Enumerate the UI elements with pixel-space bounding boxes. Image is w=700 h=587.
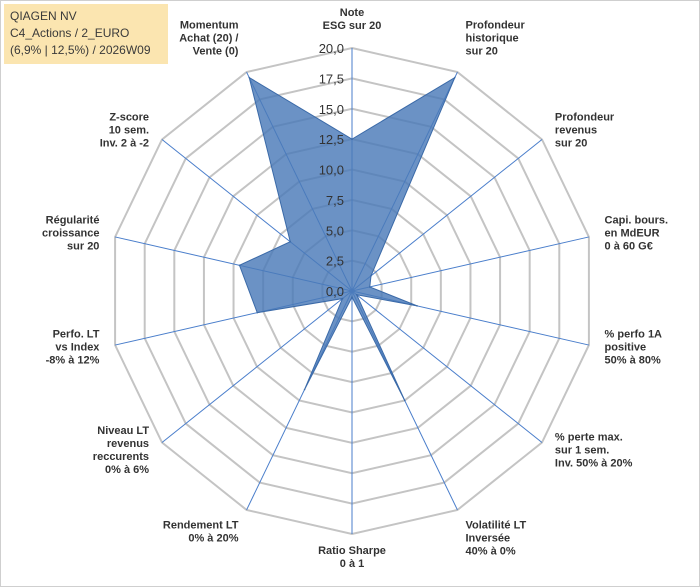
spoke-3 xyxy=(351,236,590,292)
data-point-13 xyxy=(248,76,251,79)
axis-label-10: Perfo. LT vs Index -8% à 12% xyxy=(46,329,101,367)
tick-label-4: 10,0 xyxy=(319,163,344,178)
axis-label-1: Profondeur historique sur 20 xyxy=(466,19,526,57)
data-point-2 xyxy=(370,275,372,277)
title-category: C4_Actions / 2_EURO xyxy=(10,26,130,40)
tick-label-6: 15,0 xyxy=(319,102,344,117)
data-point-9 xyxy=(341,297,344,300)
data-point-4 xyxy=(416,305,418,307)
spoke-2 xyxy=(351,139,543,292)
data-point-1 xyxy=(453,76,456,79)
axis-label-9: Niveau LT revenus reccurents 0% à 6% xyxy=(93,425,150,476)
data-point-3 xyxy=(368,286,371,288)
data-point-7 xyxy=(351,296,353,298)
axis-label-4: % perfo 1A positive 50% à 80% xyxy=(605,329,663,367)
axis-label-2: Profondeur revenus sur 20 xyxy=(555,111,615,149)
axis-label-6: Volatilité LT Inversée 40% à 0% xyxy=(466,520,527,558)
axis-label-5: % perte max. sur 1 sem. Inv. 50% à 20% xyxy=(555,432,633,470)
axis-label-8: Rendement LT 0% à 20% xyxy=(163,520,239,545)
tick-label-5: 12,5 xyxy=(319,132,344,147)
title-period: (6,9% | 12,5%) / 2026W09 xyxy=(10,43,151,57)
data-series-polygon xyxy=(238,76,456,401)
tick-label-1: 2,5 xyxy=(326,254,344,269)
data-point-6 xyxy=(403,399,406,402)
data-point-12 xyxy=(289,240,292,243)
tick-label-3: 7,5 xyxy=(326,193,344,208)
title-company: QIAGEN NV xyxy=(10,9,77,23)
axis-label-7: Ratio Sharpe 0 à 1 xyxy=(318,545,386,570)
tick-label-7: 17,5 xyxy=(319,71,344,86)
spoke-5 xyxy=(351,290,543,443)
data-point-11 xyxy=(238,264,241,267)
axis-label-11: Régularité croissance sur 20 xyxy=(42,214,99,252)
tick-label-8: 20,0 xyxy=(319,41,344,56)
spoke-9 xyxy=(161,290,353,443)
data-point-10 xyxy=(256,311,259,314)
data-point-0 xyxy=(351,138,353,140)
axis-label-13: Momentum Achat (20) / Vente (0) xyxy=(179,19,239,57)
data-point-5 xyxy=(355,293,358,296)
axis-label-3: Capi. bours. en MdEUR 0 à 60 G€ xyxy=(605,214,669,252)
axis-label-0: Note ESG sur 20 xyxy=(323,7,382,32)
axis-label-12: Z-score 10 sem. Inv. 2 à -2 xyxy=(100,111,149,149)
tick-label-2: 5,0 xyxy=(326,223,344,238)
data-point-8 xyxy=(303,388,306,391)
chart-title-box: QIAGEN NV C4_Actions / 2_EURO (6,9% | 12… xyxy=(4,4,168,64)
tick-label-0: 0,0 xyxy=(326,284,344,299)
